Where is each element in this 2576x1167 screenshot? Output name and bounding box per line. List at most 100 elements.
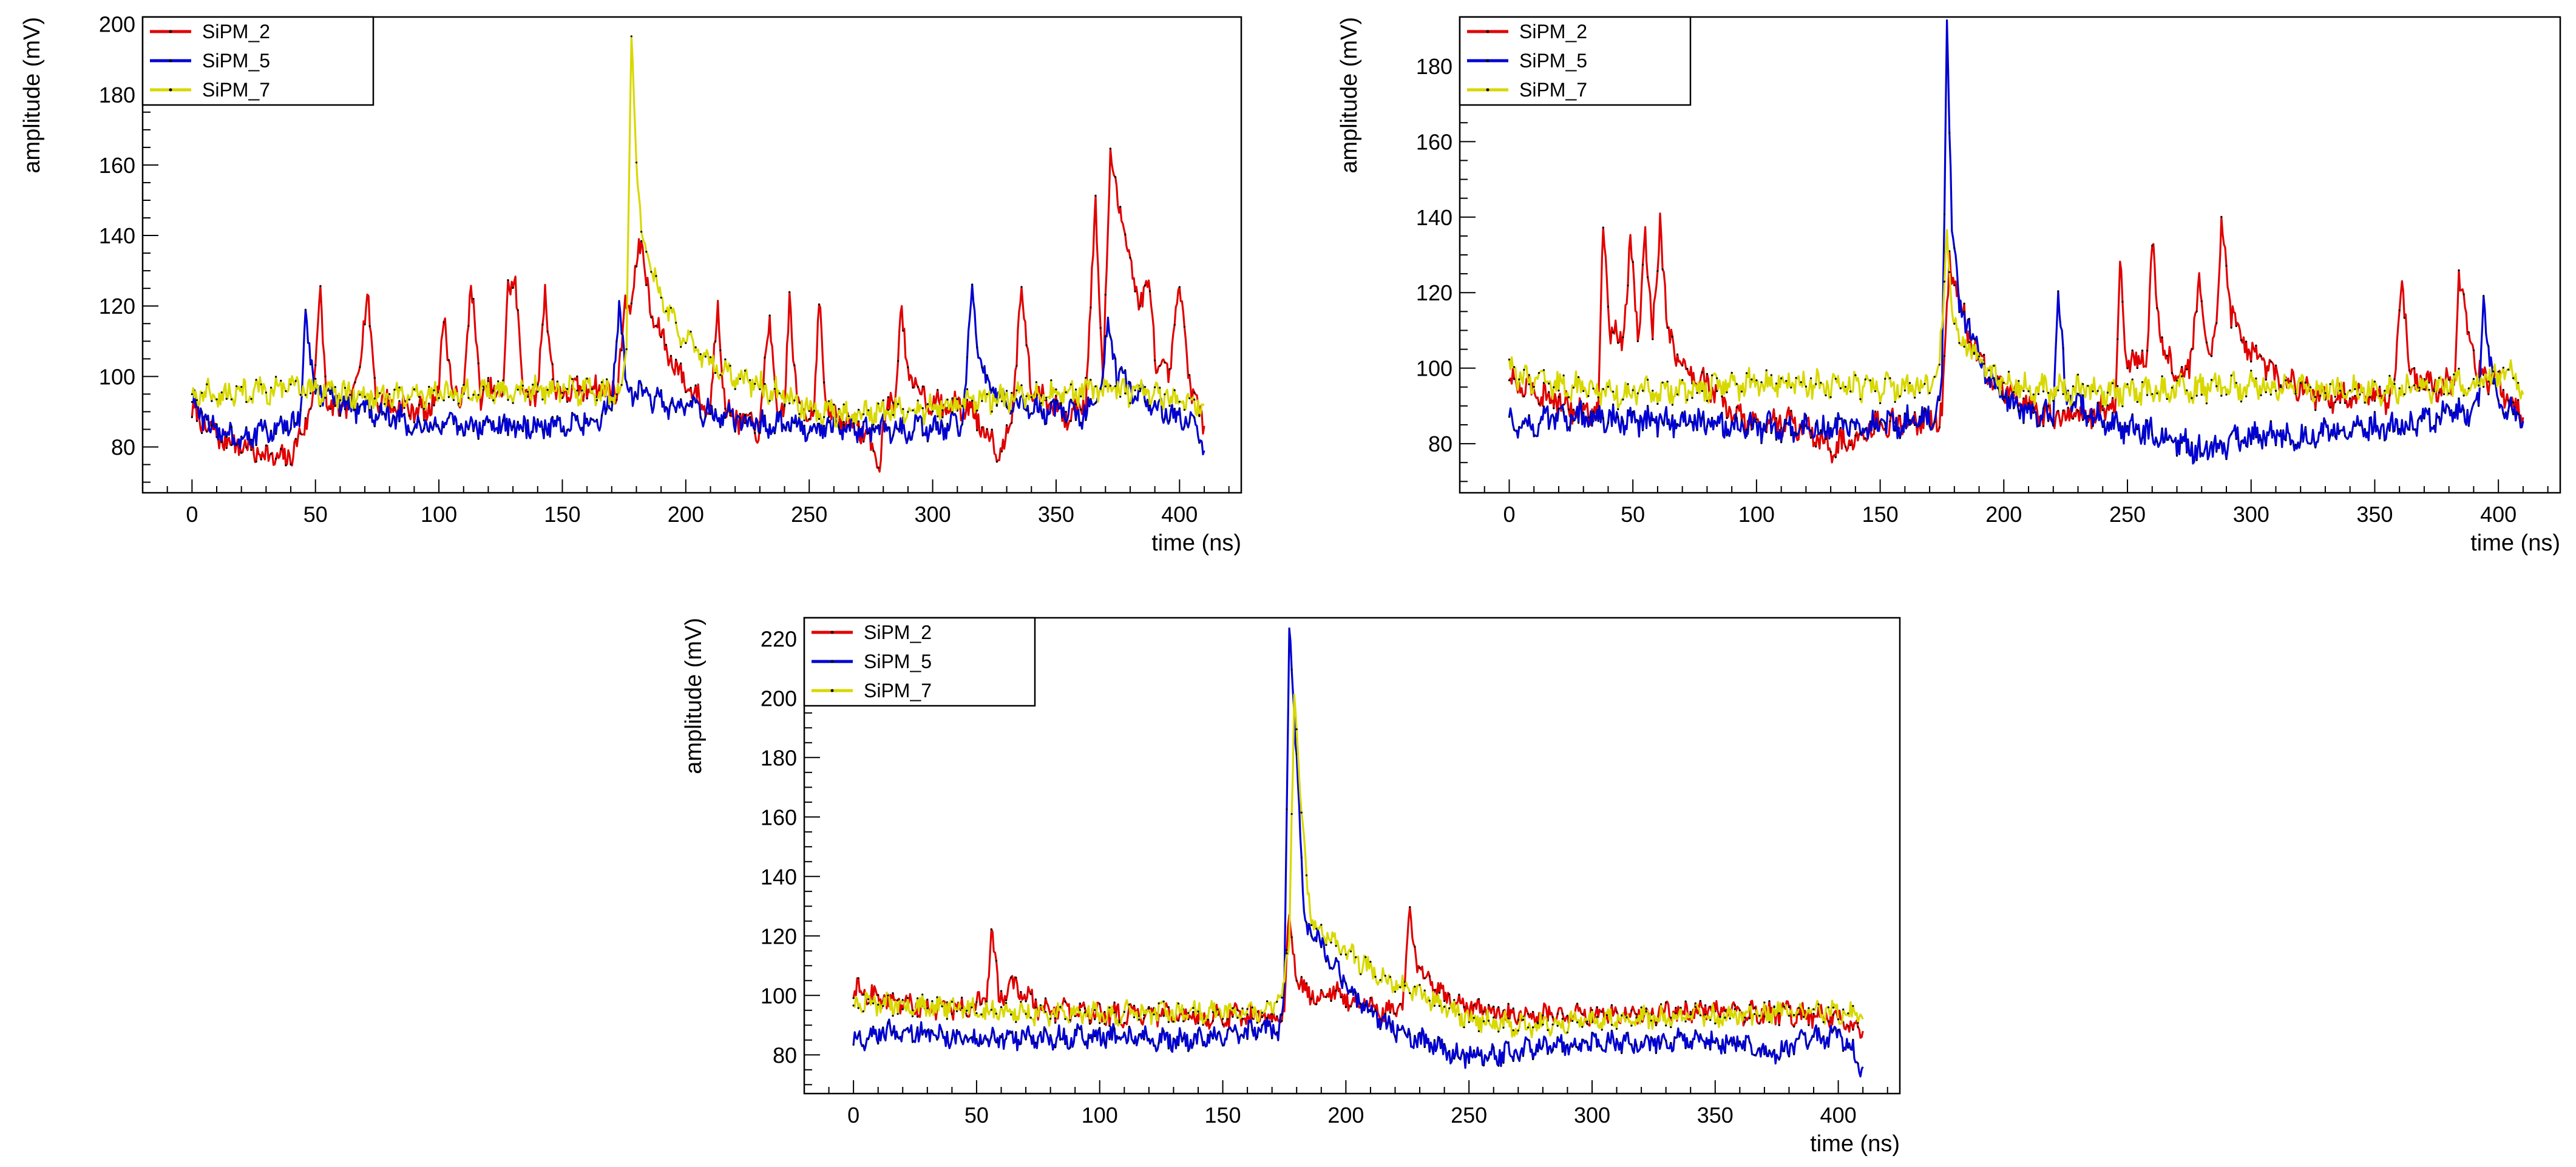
data-point xyxy=(1040,402,1043,404)
data-point xyxy=(201,391,203,394)
data-point xyxy=(976,409,978,412)
data-point xyxy=(2096,402,2099,404)
data-point xyxy=(1561,1012,1564,1015)
data-point xyxy=(1330,1000,1332,1002)
data-point xyxy=(1879,402,1882,405)
data-point xyxy=(1724,1052,1726,1054)
data-point xyxy=(1938,364,1940,366)
data-point xyxy=(1716,377,1718,379)
data-point xyxy=(1148,290,1151,293)
data-point xyxy=(2200,393,2203,396)
data-point xyxy=(1182,1037,1185,1040)
data-point xyxy=(2082,383,2084,385)
data-point xyxy=(1355,956,1357,958)
data-point xyxy=(2191,348,2193,350)
data-point xyxy=(1183,408,1185,411)
data-point xyxy=(1513,377,1516,381)
data-point xyxy=(1665,1024,1667,1027)
data-point xyxy=(1448,993,1451,996)
data-point xyxy=(1123,1031,1125,1033)
data-point xyxy=(793,422,796,424)
data-point xyxy=(2082,419,2084,421)
data-point xyxy=(2166,354,2168,357)
data-point xyxy=(1822,1021,1825,1023)
data-point xyxy=(1109,385,1111,387)
data-point xyxy=(1005,1037,1008,1040)
data-point xyxy=(2260,439,2262,442)
data-point xyxy=(1286,952,1288,955)
data-point xyxy=(1015,976,1017,979)
data-point xyxy=(299,433,302,435)
data-point xyxy=(2309,442,2312,445)
data-point xyxy=(334,386,336,388)
data-point xyxy=(892,402,895,404)
data-point xyxy=(1428,975,1431,978)
data-point xyxy=(1551,1016,1554,1018)
y-tick-label: 80 xyxy=(111,435,135,460)
legend-marker xyxy=(169,88,172,92)
data-point xyxy=(378,392,381,394)
data-point xyxy=(2186,452,2188,454)
data-point xyxy=(2319,432,2322,435)
data-point xyxy=(2002,399,2005,402)
data-point xyxy=(1423,989,1426,992)
data-point xyxy=(600,414,603,417)
data-point xyxy=(783,405,786,407)
data-point xyxy=(1159,365,1161,367)
data-point xyxy=(2512,413,2515,416)
data-point xyxy=(1069,398,1072,401)
data-point xyxy=(2186,389,2188,391)
data-point xyxy=(2240,401,2242,403)
data-point xyxy=(1847,1046,1849,1049)
data-point xyxy=(680,362,682,365)
data-point xyxy=(191,416,193,419)
data-point xyxy=(1542,1044,1544,1047)
data-point xyxy=(368,416,371,419)
data-point xyxy=(1557,396,1560,399)
data-point xyxy=(1933,421,1936,423)
data-point xyxy=(1144,385,1146,388)
data-point xyxy=(1612,331,1615,334)
data-point xyxy=(2339,402,2341,404)
data-point xyxy=(2260,394,2262,396)
data-point xyxy=(1849,444,1852,447)
data-point xyxy=(625,348,628,351)
data-point xyxy=(1517,1057,1519,1059)
data-point xyxy=(2032,407,2035,410)
data-point xyxy=(907,438,909,440)
data-point xyxy=(1241,1034,1244,1037)
data-point xyxy=(1178,286,1181,288)
data-point xyxy=(1198,442,1201,444)
data-point xyxy=(1675,1007,1677,1009)
data-point xyxy=(1676,393,1679,396)
x-tick-label: 200 xyxy=(1327,1103,1364,1128)
data-point xyxy=(280,448,282,450)
data-point xyxy=(1755,379,1758,382)
data-point xyxy=(1113,1027,1116,1030)
data-point xyxy=(739,377,741,380)
data-point xyxy=(1617,416,1619,419)
data-point xyxy=(2373,399,2376,402)
data-point xyxy=(1360,973,1362,975)
data-point xyxy=(1652,338,1654,340)
data-point xyxy=(1636,340,1639,342)
data-point xyxy=(354,408,356,411)
x-tick-label: 350 xyxy=(1038,502,1074,527)
data-point xyxy=(1315,1003,1318,1006)
data-point xyxy=(423,408,425,410)
data-point xyxy=(1704,1004,1707,1007)
data-point xyxy=(1567,426,1570,428)
data-point xyxy=(2418,417,2421,419)
data-point xyxy=(1859,398,1862,401)
data-point xyxy=(1167,1021,1170,1023)
data-point xyxy=(507,399,509,401)
data-point xyxy=(1256,1036,1258,1038)
data-point xyxy=(2250,360,2252,363)
data-point xyxy=(398,400,401,402)
data-point xyxy=(906,1027,909,1029)
data-point xyxy=(2354,425,2356,427)
data-point xyxy=(669,306,672,309)
